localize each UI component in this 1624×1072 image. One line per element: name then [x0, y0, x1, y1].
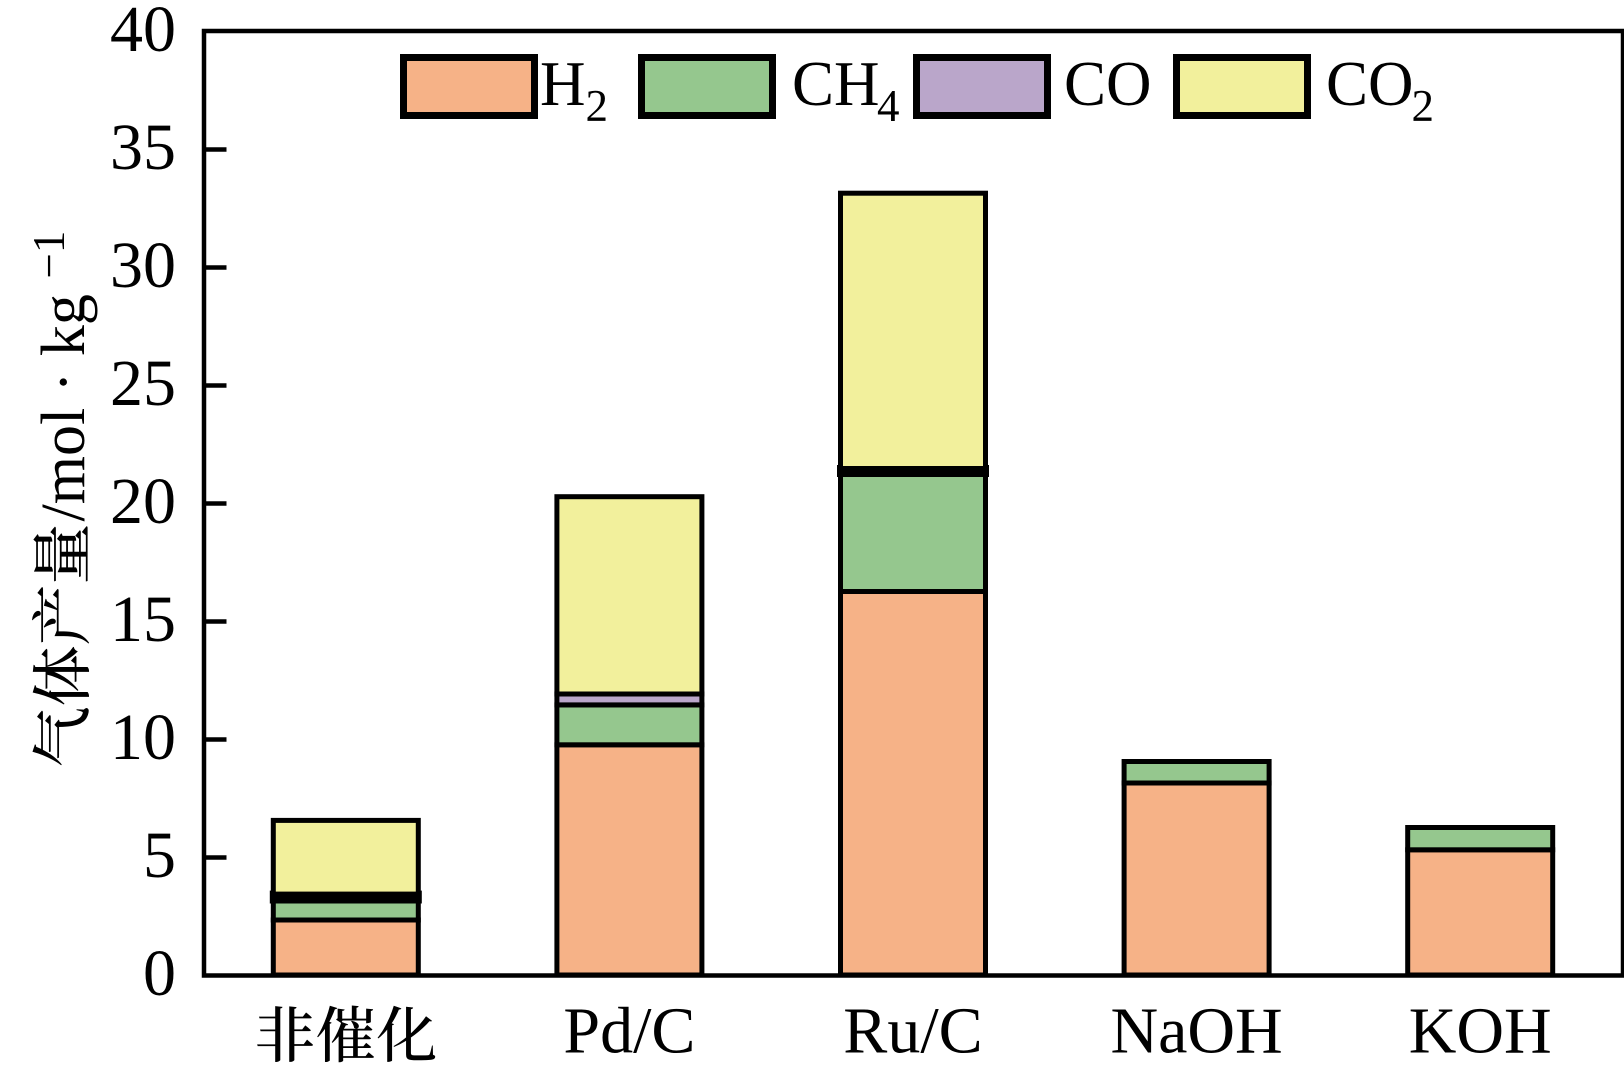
svg-text:Pd/C: Pd/C [563, 995, 695, 1068]
svg-text:KOH: KOH [1409, 995, 1552, 1068]
svg-text:CO: CO [1326, 49, 1414, 119]
svg-text:/mol · kg: /mol · kg [30, 294, 98, 521]
svg-text:2: 2 [586, 81, 609, 131]
svg-text:Ru/C: Ru/C [843, 995, 982, 1068]
svg-text:4: 4 [877, 81, 900, 131]
svg-text:25: 25 [110, 347, 176, 420]
svg-text:40: 40 [110, 0, 176, 66]
svg-text:5: 5 [143, 819, 176, 892]
svg-text:H: H [540, 49, 586, 119]
svg-text:NaOH: NaOH [1110, 995, 1282, 1068]
svg-text:2: 2 [1412, 81, 1435, 131]
svg-text:15: 15 [110, 583, 176, 656]
svg-text:35: 35 [110, 111, 176, 184]
svg-text:CH: CH [792, 49, 880, 119]
svg-text:−1: −1 [24, 231, 74, 279]
svg-text:20: 20 [110, 465, 176, 538]
svg-text:10: 10 [110, 701, 176, 774]
svg-text:30: 30 [110, 229, 176, 302]
svg-text:0: 0 [143, 937, 176, 1010]
svg-text:CO: CO [1064, 49, 1152, 119]
